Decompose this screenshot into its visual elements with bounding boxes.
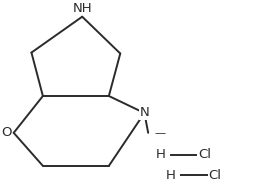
Text: Cl: Cl xyxy=(208,169,222,182)
Text: Cl: Cl xyxy=(198,148,212,161)
Text: O: O xyxy=(1,126,12,139)
Text: —: — xyxy=(155,128,166,138)
Text: N: N xyxy=(140,107,149,119)
Text: H: H xyxy=(166,169,176,182)
Text: H: H xyxy=(156,148,166,161)
Text: NH: NH xyxy=(72,2,92,15)
